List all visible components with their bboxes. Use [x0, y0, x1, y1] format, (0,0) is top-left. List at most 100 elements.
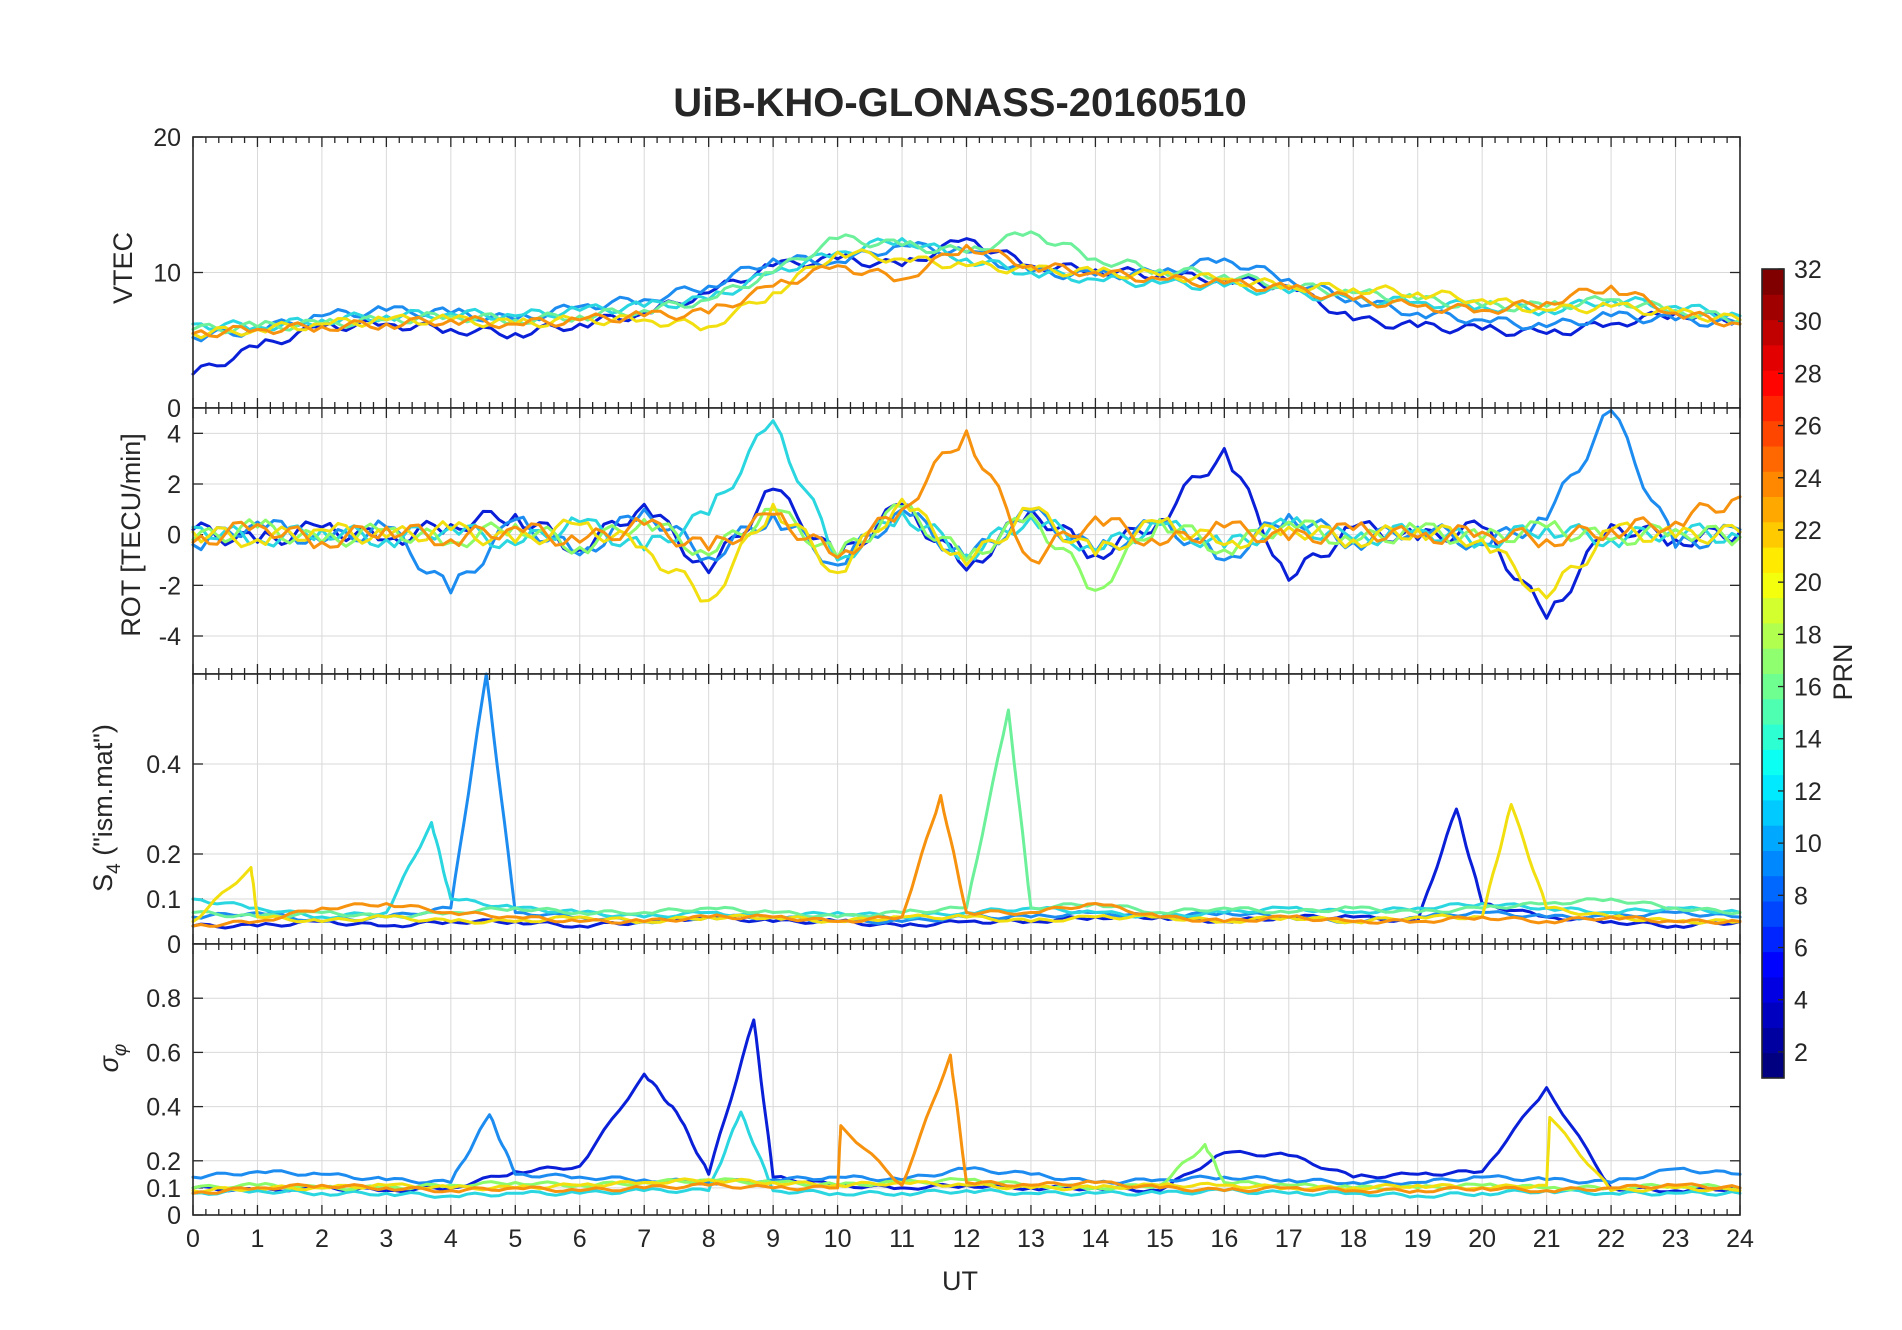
- colorbar-tick-label: 6: [1794, 935, 1808, 963]
- x-tick-label: 8: [702, 1225, 716, 1253]
- colorbar-cell: [1762, 1027, 1784, 1054]
- x-tick-label: 9: [766, 1225, 780, 1253]
- vtec-series-line: [191, 243, 1742, 339]
- colorbar-tick-label: 20: [1794, 569, 1822, 597]
- x-tick-label: 19: [1404, 1225, 1432, 1253]
- colorbar-tick-label: 8: [1794, 882, 1808, 910]
- x-tick-label: 11: [889, 1225, 915, 1253]
- sigma_phi-series-line: [191, 1053, 1742, 1195]
- vtec-ytick-label: 10: [153, 260, 181, 288]
- colorbar-cell: [1762, 370, 1784, 396]
- x-tick-label: 2: [315, 1225, 329, 1253]
- colorbar-cell: [1762, 420, 1784, 447]
- colorbar-cell: [1762, 572, 1784, 599]
- vtec-panel: VTEC 0 10 20: [108, 124, 1742, 423]
- x-tick-label: 16: [1210, 1225, 1238, 1253]
- rot-ytick-label: 4: [167, 420, 181, 448]
- colorbar-tick-label: 28: [1794, 360, 1822, 388]
- colorbar-cell: [1762, 825, 1784, 851]
- x-tick-label: 4: [444, 1225, 458, 1253]
- colorbar-label: PRN: [1828, 643, 1858, 700]
- vtec-ytick-label: 20: [153, 124, 181, 152]
- x-tick-label: 1: [251, 1225, 265, 1253]
- colorbar-tick-label: 14: [1794, 726, 1822, 754]
- x-tick-label: 15: [1146, 1225, 1174, 1253]
- x-tick-label: 13: [1017, 1225, 1045, 1253]
- vtec-series-line: [191, 237, 1742, 376]
- colorbar-cell: [1762, 901, 1784, 927]
- colorbar-cell: [1762, 395, 1784, 422]
- s4-ytick-label: 0.2: [146, 841, 181, 869]
- x-tick-label: 24: [1726, 1225, 1754, 1253]
- colorbar-tick-label: 10: [1794, 830, 1822, 858]
- x-tick-label: 21: [1533, 1225, 1561, 1253]
- rot-ytick-label: -4: [159, 623, 181, 651]
- x-tick-label: 23: [1662, 1225, 1690, 1253]
- vtec-series-line: [191, 230, 1742, 335]
- rot-series-line: [191, 429, 1742, 565]
- colorbar-tick-label: 32: [1794, 256, 1822, 284]
- colorbar-frame: [1761, 268, 1785, 1079]
- s4-ytick-label: 0.4: [146, 751, 181, 779]
- colorbar-cell: [1762, 749, 1784, 776]
- sigma_phi-series-line: [191, 1110, 1742, 1199]
- s4-ytick-label: 0: [167, 931, 181, 959]
- s4-series-line: [191, 794, 1742, 928]
- rot-ylabel: ROT [TECU/min]: [116, 433, 146, 637]
- x-axis-label: UT: [942, 1266, 978, 1296]
- colorbar-tick-label: 2: [1794, 1039, 1808, 1067]
- colorbar-cell: [1762, 951, 1784, 978]
- colorbar-cell: [1762, 294, 1784, 321]
- colorbar-tick-label: 16: [1794, 674, 1822, 702]
- rot-ytick-label: 0: [167, 522, 181, 550]
- sigma_phi-series-line: [191, 1113, 1742, 1186]
- sigma_phi-ytick-label: 0: [167, 1202, 181, 1230]
- colorbar-cell: [1762, 547, 1784, 573]
- s4-series-line: [191, 672, 1742, 925]
- colorbar-tick-label: 30: [1794, 308, 1822, 336]
- vtec-ytick-label: 0: [167, 395, 181, 423]
- colorbar-tick-label: 18: [1794, 621, 1822, 649]
- sigma_phi-ytick-label: 0.4: [146, 1094, 181, 1122]
- colorbar-tick-label: 22: [1794, 517, 1822, 545]
- colorbar-cell: [1762, 976, 1784, 1003]
- sigma_phi-ytick-label: 0.8: [146, 985, 181, 1013]
- colorbar-cell: [1762, 1002, 1784, 1028]
- colorbar-tick-label: 24: [1794, 465, 1822, 493]
- sigma-phi-panel: σφ 00.10.20.40.60.80 1 2 3 4 5 6 7 8 9 10 11 12 13 14 1…: [94, 943, 1754, 1253]
- x-tick-label: 10: [824, 1225, 852, 1253]
- s4-panel: S4 ("ism.mat") 00.10.20.4: [88, 672, 1742, 959]
- colorbar-cell: [1762, 344, 1784, 371]
- sigma_phi-ytick-label: 0.2: [146, 1148, 181, 1176]
- colorbar-cell: [1762, 521, 1784, 548]
- colorbar-cell: [1762, 269, 1784, 295]
- colorbar-cell: [1762, 471, 1784, 498]
- colorbar-cell: [1762, 799, 1784, 826]
- colorbar-cell: [1762, 698, 1784, 725]
- x-tick-label: 17: [1275, 1225, 1303, 1253]
- colorbar-cell: [1762, 774, 1784, 801]
- colorbar-cell: [1762, 850, 1784, 877]
- vtec-ylabel: VTEC: [108, 232, 138, 304]
- x-tick-label: 3: [379, 1225, 393, 1253]
- x-tick-label: 6: [573, 1225, 587, 1253]
- colorbar-cell: [1762, 673, 1784, 700]
- rot-series-line: [191, 497, 1742, 603]
- colorbar-cell: [1762, 926, 1784, 953]
- colorbar-tick-label: 4: [1794, 987, 1808, 1015]
- x-tick-label: 0: [186, 1225, 200, 1253]
- x-tick-label: 12: [953, 1225, 981, 1253]
- colorbar-cell: [1762, 648, 1784, 674]
- chart-title: UiB-KHO-GLONASS-20160510: [673, 81, 1247, 125]
- rot-ytick-label: -2: [159, 572, 181, 600]
- sigma_phi-ytick-label: 0.6: [146, 1039, 181, 1067]
- colorbar-cell: [1762, 445, 1784, 472]
- x-tick-label: 20: [1468, 1225, 1496, 1253]
- colorbar-cell: [1762, 1052, 1784, 1079]
- x-tick-label: 14: [1082, 1225, 1110, 1253]
- rot-ytick-label: 2: [167, 471, 181, 499]
- colorbar-cell: [1762, 496, 1784, 523]
- x-tick-label: 18: [1339, 1225, 1367, 1253]
